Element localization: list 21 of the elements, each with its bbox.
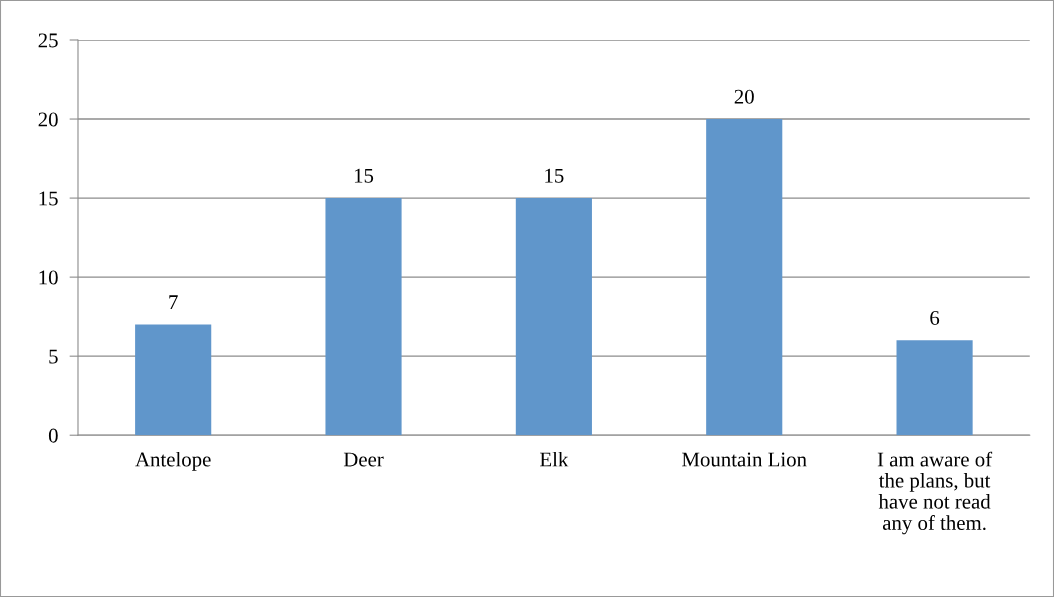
y-tick-label: 0 <box>48 428 58 443</box>
bar <box>325 198 402 436</box>
bar <box>706 119 783 436</box>
data-label: 7 <box>169 295 178 310</box>
y-tick-label: 25 <box>38 33 58 48</box>
data-label: 15 <box>354 168 374 183</box>
x-tick-label: Elk <box>540 451 569 467</box>
bar <box>515 198 592 436</box>
x-tick-label: Antelope <box>135 451 211 471</box>
bar <box>896 340 973 436</box>
y-tick-label: 5 <box>49 349 58 364</box>
x-tick-label: I am aware of the plans, but have not read any of them. <box>877 451 993 535</box>
bar <box>135 324 212 436</box>
data-label: 6 <box>930 311 940 326</box>
y-tick-label: 20 <box>38 112 58 127</box>
x-tick-label: Deer <box>343 452 384 467</box>
y-tick-label: 10 <box>39 270 58 285</box>
data-label: 15 <box>545 168 564 183</box>
x-tick-label: Mountain Lion <box>682 452 807 467</box>
data-label: 20 <box>734 89 754 104</box>
y-tick-label: 15 <box>39 191 58 206</box>
